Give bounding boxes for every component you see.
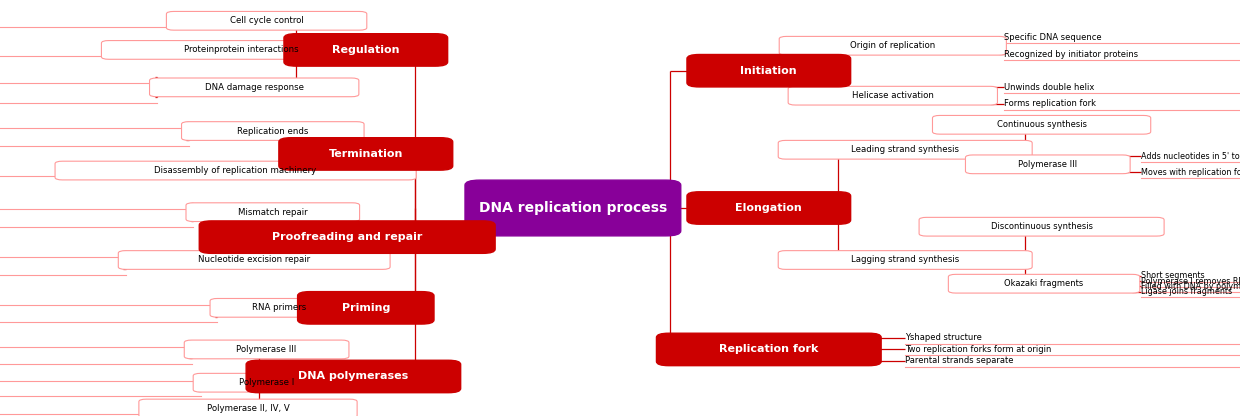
Text: RNA primers: RNA primers — [252, 303, 306, 312]
FancyBboxPatch shape — [789, 86, 997, 105]
Text: DNA polymerases: DNA polymerases — [299, 371, 408, 381]
Text: Moves with replication fork: Moves with replication fork — [1141, 168, 1240, 177]
Text: Recognized by initiator proteins: Recognized by initiator proteins — [1004, 50, 1138, 59]
Text: Mismatch repair: Mismatch repair — [238, 208, 308, 217]
Text: Adds nucleotides in 5' to 3' direction: Adds nucleotides in 5' to 3' direction — [1141, 152, 1240, 161]
Text: Polymerase III: Polymerase III — [237, 345, 296, 354]
FancyBboxPatch shape — [166, 11, 367, 30]
Text: Yshaped structure: Yshaped structure — [905, 334, 982, 342]
Text: Polymerase I: Polymerase I — [239, 378, 294, 387]
FancyBboxPatch shape — [966, 155, 1130, 174]
FancyBboxPatch shape — [656, 333, 882, 366]
FancyBboxPatch shape — [687, 192, 851, 224]
FancyBboxPatch shape — [139, 399, 357, 416]
Text: Disassembly of replication machinery: Disassembly of replication machinery — [155, 166, 316, 175]
Text: Replication fork: Replication fork — [719, 344, 818, 354]
FancyBboxPatch shape — [193, 374, 340, 392]
Text: Short segments: Short segments — [1141, 271, 1204, 280]
FancyBboxPatch shape — [186, 203, 360, 221]
FancyBboxPatch shape — [150, 78, 358, 97]
FancyBboxPatch shape — [246, 360, 460, 393]
FancyBboxPatch shape — [118, 250, 391, 270]
Text: DNA replication process: DNA replication process — [479, 201, 667, 215]
Text: Discontinuous synthesis: Discontinuous synthesis — [991, 222, 1092, 231]
Text: Parental strands separate: Parental strands separate — [905, 357, 1013, 365]
Text: Regulation: Regulation — [332, 45, 399, 55]
FancyBboxPatch shape — [465, 180, 681, 236]
FancyBboxPatch shape — [779, 140, 1032, 159]
Text: Origin of replication: Origin of replication — [851, 41, 935, 50]
Text: Priming: Priming — [341, 303, 391, 313]
Text: Okazaki fragments: Okazaki fragments — [1004, 279, 1084, 288]
FancyBboxPatch shape — [55, 161, 417, 180]
Text: Termination: Termination — [329, 149, 403, 159]
FancyBboxPatch shape — [185, 340, 348, 359]
FancyBboxPatch shape — [779, 250, 1032, 270]
Text: Filled with DNA by polymerase I: Filled with DNA by polymerase I — [1141, 282, 1240, 291]
Text: Initiation: Initiation — [740, 66, 797, 76]
Text: Replication ends: Replication ends — [237, 126, 309, 136]
Text: Polymerase I removes RNA primers: Polymerase I removes RNA primers — [1141, 277, 1240, 285]
FancyBboxPatch shape — [932, 115, 1151, 134]
FancyBboxPatch shape — [687, 54, 851, 87]
Text: Polymerase III: Polymerase III — [1018, 160, 1078, 169]
FancyBboxPatch shape — [949, 275, 1140, 293]
Text: Continuous synthesis: Continuous synthesis — [997, 120, 1086, 129]
Text: Proteinprotein interactions: Proteinprotein interactions — [185, 45, 299, 54]
FancyBboxPatch shape — [200, 221, 495, 253]
Text: Elongation: Elongation — [735, 203, 802, 213]
Text: Lagging strand synthesis: Lagging strand synthesis — [851, 255, 960, 265]
FancyBboxPatch shape — [181, 121, 365, 140]
FancyBboxPatch shape — [210, 299, 348, 317]
FancyBboxPatch shape — [779, 36, 1007, 55]
FancyBboxPatch shape — [102, 40, 382, 59]
FancyBboxPatch shape — [919, 217, 1164, 236]
Text: Cell cycle control: Cell cycle control — [229, 16, 304, 25]
FancyBboxPatch shape — [279, 138, 453, 170]
FancyBboxPatch shape — [284, 34, 448, 66]
Text: DNA damage response: DNA damage response — [205, 83, 304, 92]
Text: Unwinds double helix: Unwinds double helix — [1004, 83, 1095, 92]
Text: Leading strand synthesis: Leading strand synthesis — [851, 145, 960, 154]
Text: Specific DNA sequence: Specific DNA sequence — [1004, 33, 1102, 42]
Text: Ligase joins fragments: Ligase joins fragments — [1141, 287, 1231, 296]
Text: Nucleotide excision repair: Nucleotide excision repair — [198, 255, 310, 265]
Text: Proofreading and repair: Proofreading and repair — [272, 232, 423, 242]
Text: Two replication forks form at origin: Two replication forks form at origin — [905, 345, 1052, 354]
FancyBboxPatch shape — [298, 292, 434, 324]
Text: Helicase activation: Helicase activation — [852, 91, 934, 100]
Text: Forms replication fork: Forms replication fork — [1004, 99, 1096, 109]
Text: Polymerase II, IV, V: Polymerase II, IV, V — [207, 404, 289, 413]
